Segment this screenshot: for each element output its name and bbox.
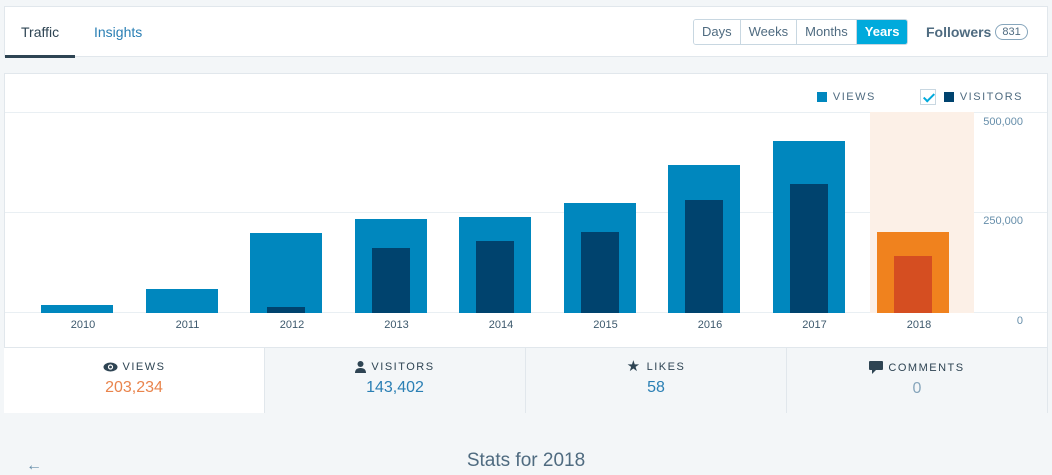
visitors-bar[interactable] bbox=[476, 241, 514, 313]
followers-label: Followers bbox=[926, 24, 992, 40]
x-tick-label: 2016 bbox=[697, 319, 723, 331]
visitors-bar[interactable] bbox=[894, 255, 932, 313]
x-tick-label: 2013 bbox=[384, 319, 409, 331]
gridline-500k bbox=[5, 112, 1047, 113]
x-tick-label: 2011 bbox=[175, 319, 200, 331]
views-bar[interactable] bbox=[41, 305, 113, 313]
summary-tab-likes[interactable]: ★ LIKES 58 bbox=[526, 348, 787, 413]
x-tick-label: 2015 bbox=[593, 319, 618, 331]
stats-navigation: Traffic Insights Days Weeks Months Years… bbox=[4, 6, 1048, 58]
views-label: VIEWS bbox=[122, 361, 166, 373]
bar-group-2016[interactable] bbox=[661, 112, 765, 313]
followers-link[interactable]: Followers 831 bbox=[926, 24, 1028, 40]
period-days[interactable]: Days bbox=[694, 20, 741, 44]
star-icon: ★ bbox=[626, 358, 642, 375]
visitors-label: VISITORS bbox=[371, 361, 435, 373]
summary-tab-views[interactable]: VIEWS 203,234 bbox=[4, 348, 265, 413]
bar-group-2011[interactable] bbox=[139, 112, 243, 313]
x-tick-label: 2017 bbox=[802, 319, 827, 331]
views-value: 203,234 bbox=[105, 379, 163, 396]
y-tick-500k: 500,000 bbox=[983, 116, 1023, 128]
user-icon bbox=[355, 361, 367, 373]
summary-tab-visitors[interactable]: VISITORS 143,402 bbox=[265, 348, 526, 413]
comment-icon bbox=[869, 361, 884, 374]
summary-tabs: VIEWS 203,234 VISITORS 143,402 ★ LIKES 58… bbox=[4, 347, 1048, 413]
likes-value: 58 bbox=[647, 379, 665, 396]
visitors-bar[interactable] bbox=[371, 248, 410, 313]
comments-label: COMMENTS bbox=[888, 361, 965, 374]
y-tick-0: 0 bbox=[1016, 315, 1023, 327]
tab-insights[interactable]: Insights bbox=[94, 24, 143, 40]
summary-tab-comments[interactable]: COMMENTS 0 bbox=[787, 348, 1048, 413]
bar-group-2012[interactable] bbox=[243, 112, 347, 313]
visitors-checkbox[interactable] bbox=[919, 89, 936, 105]
followers-count-badge: 831 bbox=[995, 24, 1028, 40]
bar-group-2010[interactable] bbox=[34, 112, 138, 313]
views-bar[interactable] bbox=[145, 289, 218, 313]
period-weeks[interactable]: Weeks bbox=[740, 20, 798, 44]
visitors-bar[interactable] bbox=[685, 200, 723, 313]
visitors-bar[interactable] bbox=[789, 184, 828, 313]
x-tick-label: 2014 bbox=[488, 319, 514, 331]
eye-icon bbox=[103, 362, 118, 372]
stats-period-title: Stats for 2018 bbox=[466, 450, 586, 471]
gridline-250k bbox=[5, 212, 1047, 213]
bar-group-2017[interactable] bbox=[766, 112, 870, 313]
back-arrow-icon[interactable]: ← bbox=[26, 457, 42, 474]
tab-traffic[interactable]: Traffic bbox=[5, 7, 76, 58]
visitors-bar[interactable] bbox=[580, 232, 619, 313]
x-tick-label: 2018 bbox=[906, 319, 932, 331]
period-selector: Days Weeks Months Years bbox=[693, 19, 909, 45]
comments-value: 0 bbox=[912, 380, 922, 397]
period-years[interactable]: Years bbox=[856, 20, 908, 44]
y-tick-250k: 250,000 bbox=[983, 215, 1023, 227]
legend-views: VIEWS bbox=[832, 91, 876, 103]
visitors-bar[interactable] bbox=[267, 307, 305, 313]
views-swatch-icon bbox=[816, 92, 827, 102]
x-tick-label: 2012 bbox=[279, 319, 305, 331]
visitors-swatch-icon bbox=[943, 92, 954, 102]
chart-plot-area: 2010 2011 2012 2013 2014 2015 2016 2017 2018 bbox=[5, 112, 974, 331]
bar-group-2015[interactable] bbox=[557, 112, 661, 313]
period-months[interactable]: Months bbox=[797, 20, 857, 44]
likes-label: LIKES bbox=[646, 361, 686, 373]
bar-group-2013[interactable] bbox=[348, 112, 452, 313]
visitors-value: 143,402 bbox=[366, 379, 424, 396]
legend-visitors: VISITORS bbox=[959, 91, 1023, 103]
bar-group-2018[interactable] bbox=[870, 112, 974, 313]
views-bar[interactable] bbox=[250, 233, 322, 313]
chart-legend: VIEWS VISITORS bbox=[816, 89, 1023, 105]
bar-group-2014[interactable] bbox=[452, 112, 556, 313]
x-tick-label: 2010 bbox=[70, 319, 96, 331]
